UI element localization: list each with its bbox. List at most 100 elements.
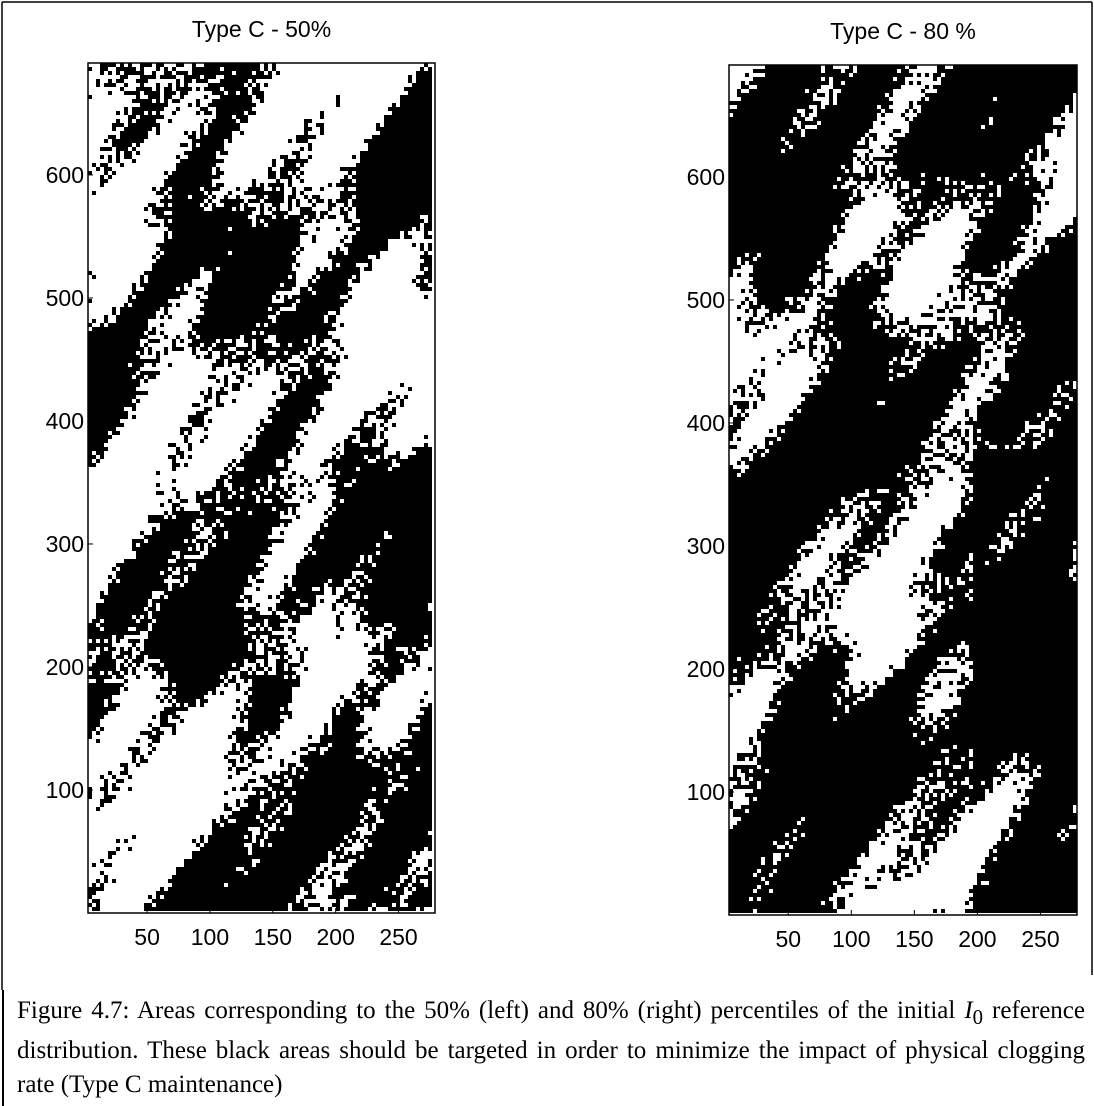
image-pixel-run [953, 273, 961, 277]
image-pixel-run [949, 761, 969, 765]
image-pixel-run [901, 837, 905, 841]
image-pixel-run [256, 443, 296, 447]
image-pixel-run [288, 179, 292, 183]
image-pixel-run [288, 763, 296, 767]
image-pixel-run [352, 223, 420, 227]
image-pixel-run [1029, 173, 1033, 177]
image-pixel-run [256, 587, 260, 591]
image-pixel-run [92, 883, 96, 887]
image-pixel-run [296, 303, 344, 307]
image-pixel-run [729, 141, 785, 145]
image-pixel-run [268, 747, 272, 751]
image-pixel-run [1029, 157, 1037, 161]
image-pixel-run [128, 747, 140, 751]
image-pixel-run [260, 735, 268, 739]
image-pixel-run [428, 219, 432, 223]
image-pixel-run [232, 339, 236, 343]
image-pixel-run [384, 419, 388, 423]
image-pixel-run [945, 601, 1077, 605]
image-pixel-run [396, 891, 404, 895]
image-pixel-run [929, 565, 965, 569]
image-pixel-run [813, 657, 853, 661]
image-pixel-run [1065, 837, 1077, 841]
image-pixel-run [268, 823, 272, 827]
image-pixel-run [360, 579, 368, 583]
image-pixel-run [96, 603, 148, 607]
image-pixel-run [985, 361, 989, 365]
image-pixel-run [116, 71, 120, 75]
image-pixel-run [268, 71, 272, 75]
image-pixel-run [152, 599, 244, 603]
image-pixel-run [368, 663, 372, 667]
image-pixel-run [288, 655, 292, 659]
image-pixel-run [917, 637, 1077, 641]
image-pixel-run [837, 225, 841, 229]
image-pixel-run [849, 685, 853, 689]
image-pixel-run [236, 707, 240, 711]
image-pixel-run [272, 203, 280, 207]
image-pixel-run [200, 839, 204, 843]
image-pixel-run [332, 883, 336, 887]
image-pixel-run [965, 569, 969, 573]
image-pixel-run [893, 669, 933, 673]
image-pixel-run [300, 443, 304, 447]
image-pixel-run [1001, 557, 1073, 561]
image-pixel-run [424, 711, 432, 715]
image-pixel-run [260, 775, 268, 779]
image-pixel-run [801, 821, 885, 825]
image-pixel-run [124, 303, 128, 307]
image-pixel-run [957, 713, 1077, 717]
image-pixel-run [757, 449, 765, 453]
image-pixel-run [328, 183, 332, 187]
image-pixel-run [368, 823, 372, 827]
image-pixel-run [380, 755, 388, 759]
image-pixel-run [729, 209, 845, 213]
image-pixel-run [396, 627, 432, 631]
image-pixel-run [1001, 193, 1033, 197]
image-pixel-run [829, 601, 833, 605]
image-pixel-run [909, 465, 917, 469]
image-pixel-run [729, 521, 829, 525]
image-pixel-run [96, 659, 116, 663]
image-pixel-run [937, 729, 1077, 733]
image-pixel-run [104, 83, 116, 87]
image-pixel-run [212, 527, 272, 531]
image-pixel-run [388, 799, 432, 803]
image-pixel-run [244, 799, 260, 803]
image-pixel-run [336, 507, 432, 511]
image-pixel-run [232, 715, 236, 719]
image-pixel-run [428, 279, 432, 283]
image-pixel-run [184, 83, 188, 87]
image-pixel-run [817, 365, 821, 369]
image-pixel-run [208, 547, 268, 551]
image-pixel-run [917, 81, 921, 85]
image-pixel-run [809, 337, 817, 341]
image-pixel-run [376, 255, 380, 259]
image-pixel-run [961, 281, 965, 285]
image-pixel-run [88, 363, 128, 367]
image-pixel-run [965, 241, 1013, 245]
image-pixel-run [372, 747, 380, 751]
image-pixel-run [372, 667, 404, 671]
image-pixel-run [821, 277, 825, 281]
image-pixel-run [769, 645, 777, 649]
image-pixel-run [737, 781, 741, 785]
image-pixel-run [152, 603, 156, 607]
image-pixel-run [893, 173, 921, 177]
image-pixel-run [92, 671, 100, 675]
panel-title: Type C - 80 % [830, 18, 976, 44]
image-pixel-run [332, 887, 384, 891]
image-pixel-run [272, 411, 312, 415]
image-pixel-run [753, 457, 921, 461]
image-pixel-run [360, 691, 368, 695]
image-pixel-run [200, 527, 204, 531]
image-pixel-run [873, 165, 877, 169]
image-pixel-run [813, 597, 817, 601]
image-pixel-run [260, 323, 264, 327]
image-pixel-run [264, 807, 276, 811]
image-pixel-run [336, 247, 340, 251]
image-pixel-run [116, 147, 128, 151]
image-pixel-run [1001, 837, 1005, 841]
image-pixel-run [244, 207, 256, 211]
image-pixel-run [829, 573, 833, 577]
